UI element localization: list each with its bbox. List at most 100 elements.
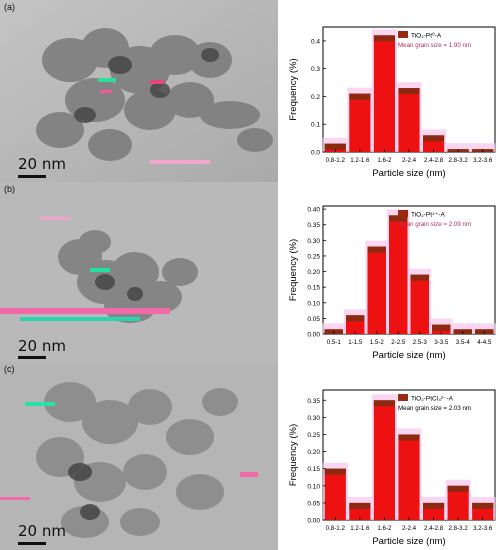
y-tick-label: 0.15 (307, 285, 320, 292)
bar-cap (398, 434, 420, 441)
y-tick-label: 0.25 (307, 253, 320, 260)
scale-label-b: 20 nm (18, 337, 66, 355)
y-tick-label: 0.05 (307, 500, 320, 507)
x-tick-label: 2.8-3.2 (449, 157, 469, 164)
y-tick-label: 0.00 (307, 518, 320, 525)
legend-mean-label: Mean grain size = 2.09 nm (398, 221, 471, 228)
y-tick-label: 0.35 (307, 398, 320, 405)
bar (373, 400, 395, 520)
x-tick-label: 0.8-1.2 (326, 525, 346, 532)
y-axis-title: Frequency (%) (288, 58, 299, 120)
bar-cap (373, 400, 395, 407)
x-tick-label: 2.8-3.2 (449, 525, 469, 532)
bar-cap (410, 274, 429, 281)
y-tick-label: 0.3 (311, 66, 320, 73)
bar-cap (432, 324, 451, 331)
x-tick-label: 2-2.4 (402, 157, 417, 164)
bar (410, 274, 429, 334)
x-tick-label: 1.2-1.6 (350, 525, 370, 532)
bar (389, 215, 408, 334)
bar (349, 93, 371, 152)
y-tick-label: 0.00 (307, 332, 320, 339)
particle-cluster-c (0, 362, 278, 550)
y-tick-label: 0.30 (307, 415, 320, 422)
x-tick-label: 0.8-1.2 (326, 157, 346, 164)
bar (367, 246, 386, 334)
bar-cap (349, 93, 371, 100)
histogram-c-svg: 0.8-1.2 1.2-1.6 1.6-2 2-2.4 2.4-2.8 2.8-3.2 3.… (288, 389, 496, 547)
bar-cap (324, 143, 346, 150)
bar-cap (423, 135, 445, 142)
legend-series-label: TiO₂-Pt⁰-A (411, 32, 442, 40)
bar-cap (447, 485, 469, 492)
y-tick-label: 0.15 (307, 466, 320, 473)
bar (447, 485, 469, 520)
x-tick-label: 1.2-1.6 (350, 157, 370, 164)
x-axis-title: Particle size (nm) (372, 350, 445, 361)
bar-cap (389, 215, 408, 222)
x-tick-label: 1.6-2 (377, 525, 392, 532)
y-tick-label: 0.4 (311, 38, 320, 45)
x-tick-label: 3.5-4 (456, 339, 471, 346)
y-tick-label: 0.20 (307, 269, 320, 276)
x-tick-label: 0.5-1 (327, 339, 342, 346)
legend-series-label: TiO₂-PtCl₄²⁻-A (411, 396, 454, 403)
y-axis-title: Frequency (%) (288, 239, 299, 301)
bar (398, 434, 420, 520)
legend-mean-label: Mean grain size = 2.03 nm (398, 405, 471, 412)
y-tick-label: 0.10 (307, 300, 320, 307)
x-axis-title: Particle size (nm) (372, 536, 445, 547)
color-artifacts-c (0, 402, 258, 500)
panel-letter-a: (a) (4, 2, 15, 12)
tem-image-b: (b) 20 nm (0, 182, 278, 362)
y-tick-label: 0.05 (307, 316, 320, 323)
bar (398, 88, 420, 152)
x-tick-label: 2-2.4 (402, 525, 417, 532)
legend-swatch (398, 210, 408, 217)
bar-glow (445, 143, 471, 152)
legend-series-label: TiO₂-Pt⁴⁺-A (411, 212, 445, 219)
x-tick-label: 2-2.5 (391, 339, 406, 346)
bar-cap (472, 502, 494, 509)
color-artifacts-a (98, 78, 210, 164)
bar-glow (470, 143, 496, 152)
y-tick-label: 0.10 (307, 483, 320, 490)
panel-letter-b: (b) (4, 184, 15, 194)
bar (324, 468, 346, 520)
scale-bar-c (18, 542, 46, 545)
x-tick-label: 2.4-2.8 (424, 157, 444, 164)
x-tick-label: 1.5-2 (370, 339, 385, 346)
bar-cap (349, 502, 371, 509)
legend-mean-label: Mean grain size = 1.90 nm (398, 42, 471, 49)
bar-cap (324, 468, 346, 475)
bar (373, 35, 395, 153)
tem-image-c: (c) 20 nm (0, 362, 278, 550)
x-axis-title: Particle size (nm) (372, 168, 445, 179)
panel-letter-c: (c) (4, 364, 15, 374)
x-tick-label: 4-4.5 (477, 339, 492, 346)
bar-cap (346, 315, 365, 322)
bar-cap (398, 88, 420, 95)
bar-cap (373, 35, 395, 42)
bar-glow (473, 323, 496, 334)
bar-cap (423, 502, 445, 509)
scale-bar-b (18, 356, 46, 359)
histogram-b: 0.5-1 1-1.5 1.5-2 2-2.5 2.5-3 3-3.5 3.5-4 4-4.5… (280, 182, 503, 362)
scale-label-a: 20 nm (18, 155, 66, 173)
bar-cap (367, 246, 386, 253)
legend-swatch (398, 31, 408, 38)
y-tick-label: 0.2 (311, 94, 320, 101)
histogram-b-svg: 0.5-1 1-1.5 1.5-2 2-2.5 2.5-3 3-3.5 3.5-4 4-4.5… (288, 205, 496, 361)
histogram-c: 0.8-1.2 1.2-1.6 1.6-2 2-2.4 2.4-2.8 2.8-3.2 3.… (280, 362, 503, 550)
particle-cluster-a (0, 0, 278, 182)
y-tick-label: 0.40 (307, 207, 320, 214)
particle-cluster-b (0, 182, 278, 362)
x-tick-label: 1-1.5 (348, 339, 363, 346)
legend-swatch (398, 394, 408, 401)
tem-image-a: (a) 20 nm (0, 0, 278, 182)
y-tick-label: 0.30 (307, 238, 320, 245)
x-tick-label: 3.2-3.6 (473, 525, 493, 532)
color-artifacts-b (0, 217, 170, 321)
x-tick-label: 2.5-3 (413, 339, 428, 346)
bar-glow (451, 323, 474, 334)
